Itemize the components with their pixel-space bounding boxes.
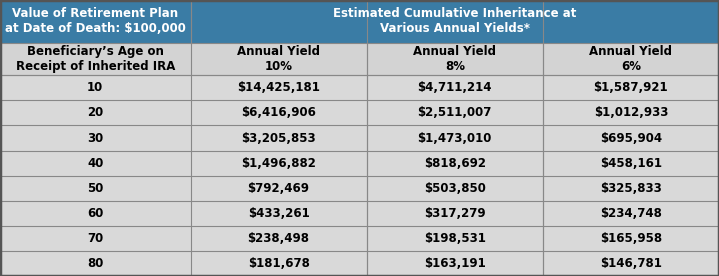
Bar [191,126,367,150]
Bar [543,75,719,100]
Bar [367,150,543,176]
Text: $163,191: $163,191 [424,257,485,270]
Text: $4,711,214: $4,711,214 [418,81,492,94]
Bar [543,251,719,276]
Bar [0,176,191,201]
Text: $458,161: $458,161 [600,156,662,169]
Bar [367,251,543,276]
Text: $6,416,906: $6,416,906 [241,107,316,120]
Bar [367,75,543,100]
Text: $234,748: $234,748 [600,207,662,220]
Text: Annual Yield
10%: Annual Yield 10% [237,45,320,73]
Text: $2,511,007: $2,511,007 [418,107,492,120]
Text: $1,012,933: $1,012,933 [594,107,668,120]
Bar [367,126,543,150]
Bar [0,0,191,43]
Text: $1,473,010: $1,473,010 [418,131,492,145]
Bar [367,176,543,201]
Text: Beneficiary’s Age on
Receipt of Inherited IRA: Beneficiary’s Age on Receipt of Inherite… [16,45,175,73]
Bar [0,201,191,226]
Text: $165,958: $165,958 [600,232,662,245]
Text: 80: 80 [87,257,104,270]
Text: 50: 50 [87,182,104,195]
Text: 30: 30 [87,131,104,145]
Bar [0,150,191,176]
Bar [543,150,719,176]
Bar [543,226,719,251]
Bar [191,150,367,176]
Bar [191,251,367,276]
Text: $3,205,853: $3,205,853 [242,131,316,145]
Text: 40: 40 [87,156,104,169]
Bar [543,43,719,75]
Text: 20: 20 [87,107,104,120]
Bar [543,126,719,150]
Bar [191,43,367,75]
Bar [191,0,719,43]
Bar [543,201,719,226]
Bar [367,226,543,251]
Bar [191,176,367,201]
Bar [191,201,367,226]
Text: Annual Yield
6%: Annual Yield 6% [590,45,672,73]
Text: $433,261: $433,261 [248,207,309,220]
Bar [0,226,191,251]
Bar [367,43,543,75]
Text: Annual Yield
8%: Annual Yield 8% [413,45,496,73]
Bar [367,100,543,126]
Text: $818,692: $818,692 [423,156,486,169]
Text: $1,587,921: $1,587,921 [594,81,668,94]
Bar [543,100,719,126]
Bar [191,75,367,100]
Text: $792,469: $792,469 [247,182,310,195]
Bar [0,126,191,150]
Text: Value of Retirement Plan
at Date of Death: $100,000: Value of Retirement Plan at Date of Deat… [5,7,186,35]
Text: $181,678: $181,678 [247,257,310,270]
Bar [0,43,191,75]
Text: 60: 60 [87,207,104,220]
Text: $146,781: $146,781 [600,257,662,270]
Text: 10: 10 [87,81,104,94]
Text: Estimated Cumulative Inheritance at
Various Annual Yields*: Estimated Cumulative Inheritance at Vari… [333,7,577,35]
Bar [0,75,191,100]
Text: $317,279: $317,279 [424,207,485,220]
Text: $198,531: $198,531 [423,232,486,245]
Bar [543,176,719,201]
Text: $1,496,882: $1,496,882 [241,156,316,169]
Bar [191,226,367,251]
Text: 70: 70 [87,232,104,245]
Text: $325,833: $325,833 [600,182,661,195]
Text: $14,425,181: $14,425,181 [237,81,320,94]
Bar [367,201,543,226]
Bar [191,100,367,126]
Text: $695,904: $695,904 [600,131,662,145]
Text: $503,850: $503,850 [423,182,486,195]
Bar [0,251,191,276]
Bar [0,100,191,126]
Text: $238,498: $238,498 [247,232,310,245]
